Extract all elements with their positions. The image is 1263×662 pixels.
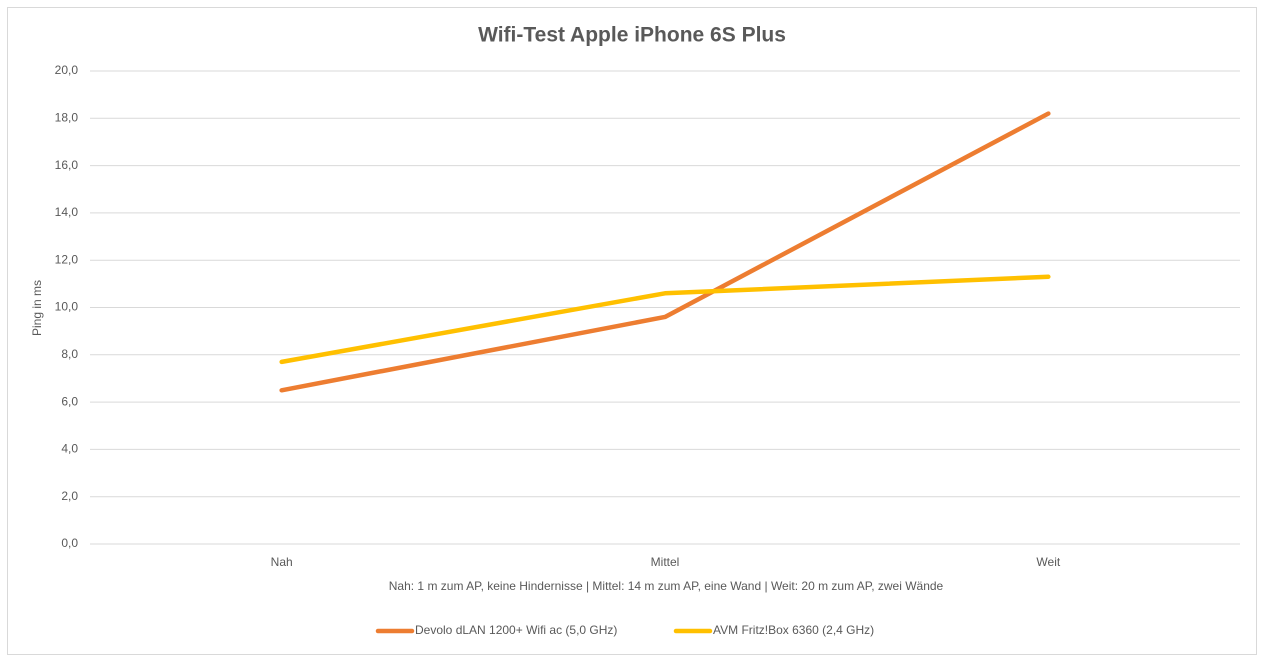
y-tick-label: 14,0	[55, 205, 79, 219]
x-tick-label: Mittel	[651, 555, 680, 569]
y-tick-label: 10,0	[55, 300, 79, 314]
y-tick-label: 12,0	[55, 252, 79, 266]
y-axis-label: Ping in ms	[30, 280, 44, 336]
y-tick-label: 16,0	[55, 158, 79, 172]
y-tick-label: 4,0	[61, 442, 78, 456]
y-tick-label: 20,0	[55, 63, 79, 77]
series-line	[279, 111, 1051, 393]
y-tick-label: 0,0	[61, 536, 78, 550]
y-tick-label: 6,0	[61, 394, 78, 408]
legend-label: Devolo dLAN 1200+ Wifi ac (5,0 GHz)	[415, 623, 617, 637]
legend-label: AVM Fritz!Box 6360 (2,4 GHz)	[713, 623, 874, 637]
chart-title: Wifi-Test Apple iPhone 6S Plus	[478, 24, 786, 47]
x-tick-label: Weit	[1036, 555, 1060, 569]
y-tick-label: 18,0	[55, 110, 79, 124]
y-tick-label: 2,0	[61, 489, 78, 503]
x-axis-label: Nah: 1 m zum AP, keine Hindernisse | Mit…	[389, 579, 944, 593]
x-tick-label: Nah	[271, 555, 293, 569]
y-tick-label: 8,0	[61, 347, 78, 361]
chart-border	[7, 7, 1257, 655]
series-line	[279, 274, 1051, 365]
